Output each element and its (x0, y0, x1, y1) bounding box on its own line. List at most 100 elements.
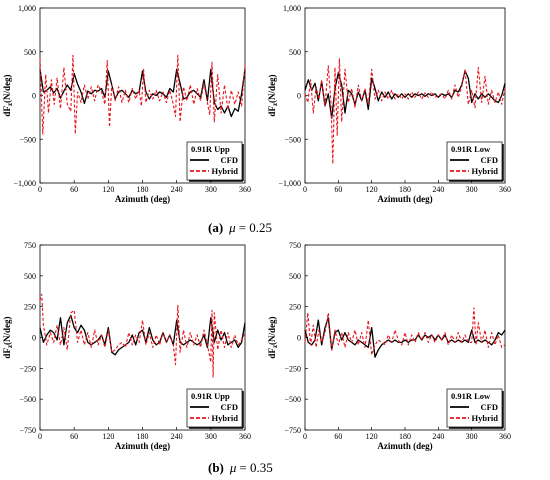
cfd-series-line (304, 70, 506, 119)
legend-entry-label: Hybrid (472, 413, 499, 423)
y-axis-label: dFz(N/deg) (2, 74, 14, 116)
y-tick-label: 250 (289, 303, 301, 312)
y-axis-label-main: dF (267, 106, 277, 117)
caption-letter: (a) (208, 220, 223, 235)
x-tick-label: 0 (38, 185, 42, 194)
y-axis-label-unit: (N/deg) (2, 316, 12, 345)
x-tick-label: 120 (102, 185, 114, 194)
hybrid-series-line (39, 293, 246, 378)
y-tick-label: −500 (284, 135, 301, 144)
x-tick-label: 0 (38, 432, 42, 441)
x-axis-label: Azimuth (deg) (377, 194, 432, 204)
y-axis-label-sub: z (271, 103, 279, 106)
y-axis-label-sub: z (6, 103, 14, 106)
legend-title: 0.91R Upp (191, 144, 230, 154)
legend-entry-label: CFD (221, 402, 238, 412)
hybrid-series-line (304, 58, 506, 165)
y-tick-label: −250 (19, 364, 36, 373)
caption-mu-symbol: μ (228, 220, 236, 235)
x-tick-label: 60 (334, 432, 342, 441)
x-axis-label: Azimuth (deg) (115, 441, 170, 451)
y-axis-label: dFz(N/deg) (2, 316, 14, 358)
y-axis-label: dFz(N/deg) (267, 316, 279, 358)
legend-title: 0.91R Low (451, 391, 491, 401)
caption-mu-value: = 0.25 (239, 220, 272, 235)
y-axis-label-main: dF (267, 348, 277, 359)
y-axis-label-unit: (N/deg) (2, 74, 12, 103)
legend-entry-label: CFD (481, 402, 498, 412)
x-axis-label: Azimuth (deg) (377, 441, 432, 451)
y-tick-label: 1,000 (18, 4, 36, 13)
x-tick-label: 120 (366, 185, 378, 194)
legend-title: 0.91R Upp (191, 391, 230, 401)
y-tick-label: 500 (24, 48, 36, 57)
y-tick-label: −500 (19, 135, 36, 144)
x-tick-label: 360 (499, 432, 511, 441)
y-axis-label-main: dF (2, 106, 12, 117)
x-tick-label: 300 (205, 185, 217, 194)
legend-entry-label: Hybrid (472, 166, 499, 176)
legend-box (446, 388, 503, 428)
y-tick-label: 0 (32, 92, 36, 101)
y-axis-label-main: dF (2, 348, 12, 359)
y-tick-label: −750 (19, 426, 36, 435)
y-tick-label: −750 (284, 426, 301, 435)
legend-title: 0.91R Low (451, 144, 491, 154)
legend-entry-label: Hybrid (212, 413, 239, 423)
x-tick-label: 300 (205, 432, 217, 441)
legend-entry-label: Hybrid (212, 166, 239, 176)
y-tick-label: 500 (289, 48, 301, 57)
y-tick-label: 500 (289, 272, 301, 281)
x-tick-label: 0 (303, 432, 307, 441)
x-tick-label: 300 (466, 432, 478, 441)
legend-entry-label: CFD (221, 155, 238, 165)
legend-box (186, 388, 243, 428)
x-tick-label: 60 (334, 185, 342, 194)
y-tick-label: −250 (284, 364, 301, 373)
cfd-series-line (39, 68, 246, 118)
x-tick-label: 120 (102, 432, 114, 441)
caption-mu-value: = 0.35 (239, 460, 272, 475)
caption-b: (b) μ = 0.35 (208, 460, 273, 475)
hybrid-series-line (304, 307, 506, 356)
y-tick-label: −1,000 (278, 179, 301, 188)
cfd-series-line (304, 317, 506, 358)
x-tick-label: 360 (239, 432, 251, 441)
legend-box (186, 141, 243, 181)
x-tick-label: 60 (70, 432, 78, 441)
x-axis-label: Azimuth (deg) (115, 194, 170, 204)
x-tick-label: 180 (137, 432, 149, 441)
y-tick-label: 0 (297, 92, 301, 101)
y-tick-label: 1,000 (283, 4, 301, 13)
x-tick-label: 180 (399, 185, 411, 194)
x-tick-label: 0 (303, 185, 307, 194)
caption-a: (a) μ = 0.25 (208, 220, 272, 235)
caption-mu-symbol: μ (229, 460, 237, 475)
x-tick-label: 240 (432, 432, 444, 441)
y-tick-label: 500 (24, 272, 36, 281)
x-tick-label: 180 (399, 432, 411, 441)
caption-letter: (b) (208, 460, 224, 475)
x-tick-label: 360 (239, 185, 251, 194)
legend-box (446, 141, 503, 181)
x-tick-label: 240 (432, 185, 444, 194)
y-tick-label: −1,000 (13, 179, 36, 188)
x-tick-label: 180 (137, 185, 149, 194)
y-axis-label-unit: (N/deg) (267, 74, 277, 103)
x-tick-label: 120 (366, 432, 378, 441)
y-tick-label: −500 (19, 395, 36, 404)
x-tick-label: 240 (171, 185, 183, 194)
x-tick-label: 240 (171, 432, 183, 441)
y-tick-label: −500 (284, 395, 301, 404)
y-axis-label: dFz(N/deg) (267, 74, 279, 116)
hybrid-series-line (39, 54, 246, 135)
y-tick-label: 0 (297, 334, 301, 343)
